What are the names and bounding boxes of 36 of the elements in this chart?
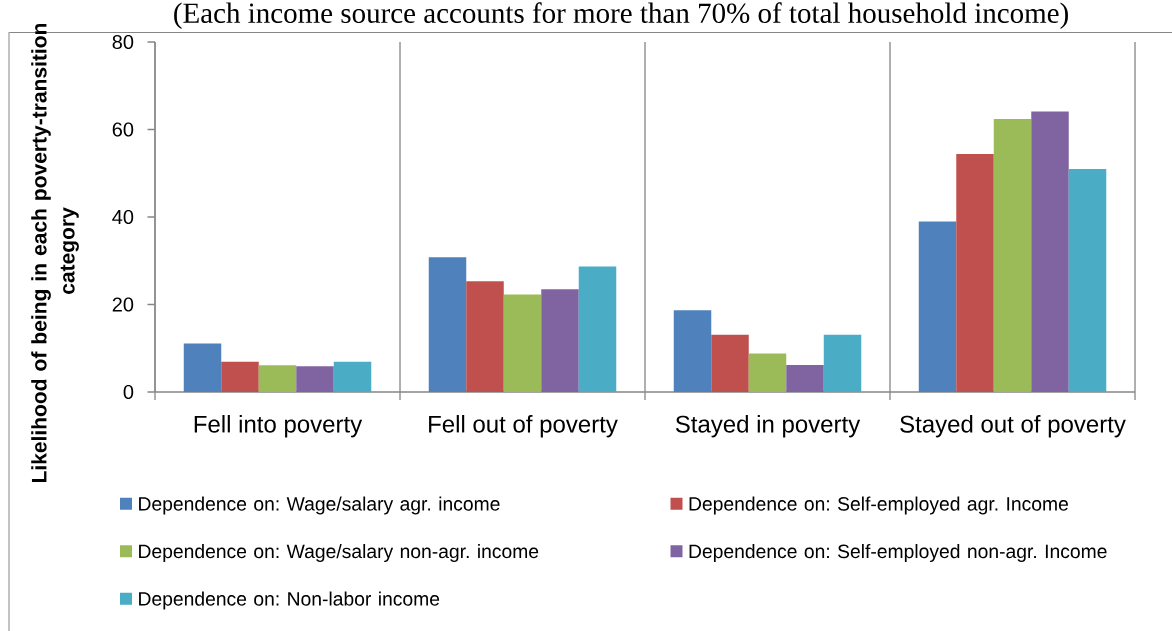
legend-label: Dependence on: Wage/salary agr. income	[139, 496, 500, 515]
legend-label: Dependence on: Self-employed non-agr. Income	[689, 544, 1107, 562]
bar	[333, 361, 372, 392]
y-tick-label: 40	[112, 209, 134, 225]
bar	[711, 334, 749, 392]
bar	[183, 343, 222, 392]
bar	[296, 366, 334, 392]
bar	[541, 289, 579, 392]
y-tick-label: 20	[112, 297, 134, 312]
bar	[466, 281, 504, 392]
y-tick-label: 0	[123, 384, 134, 400]
y-tick-label: 60	[112, 122, 134, 137]
bar	[748, 353, 787, 392]
legend-label: Dependence on: Non-labor income	[139, 591, 440, 610]
bar	[503, 294, 542, 392]
chart-title: (Each income source accounts for more than 70% of total household income)	[174, 2, 1068, 29]
y-tick-label: 80	[112, 34, 134, 50]
bar	[918, 221, 957, 392]
bar	[673, 310, 712, 392]
x-tick-label: Stayed out of poverty	[900, 415, 1126, 438]
x-tick-label: Fell into poverty	[194, 415, 363, 438]
legend-label: Dependence on: Self-employed agr. Income	[689, 496, 1068, 515]
bar	[578, 266, 617, 392]
y-axis-title: Likelihood of being in each poverty-transition category	[31, 23, 79, 483]
bar	[1068, 168, 1107, 392]
bar	[1031, 111, 1069, 392]
bar	[993, 119, 1032, 392]
bar	[786, 364, 824, 392]
x-tick-label: Stayed in poverty	[675, 415, 861, 438]
bar	[823, 334, 862, 392]
bar	[956, 154, 994, 392]
x-tick-label: Fell out of poverty	[429, 415, 618, 438]
legend-label: Dependence on: Wage/salary non-agr. income	[139, 544, 539, 562]
bar	[258, 365, 297, 392]
bar	[428, 257, 467, 392]
bar	[221, 361, 259, 392]
